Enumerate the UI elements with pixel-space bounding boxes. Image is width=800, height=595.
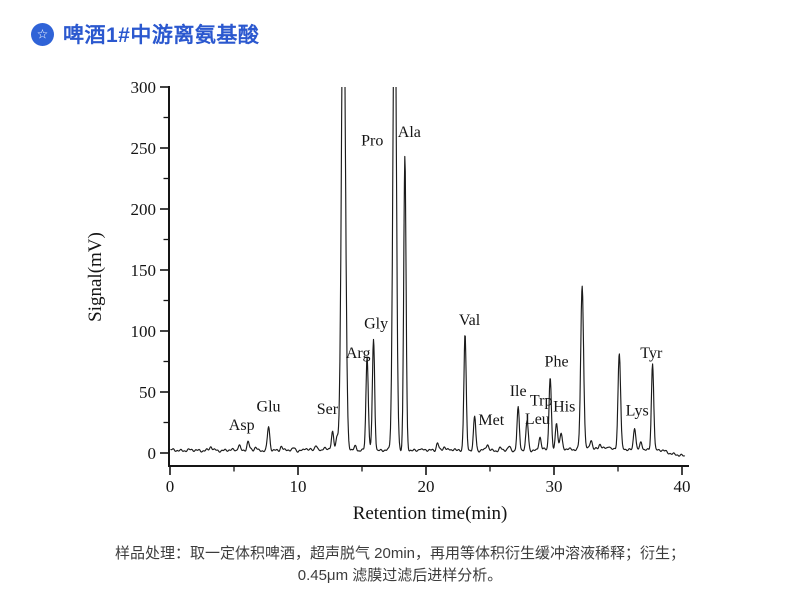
svg-text:50: 50	[139, 383, 156, 402]
svg-text:40: 40	[674, 477, 691, 496]
svg-text:250: 250	[131, 139, 157, 158]
peak-label-met: Met	[478, 412, 504, 429]
peak-label-lys: Lys	[626, 402, 649, 419]
peak-label-phe: Phe	[545, 354, 569, 371]
sample-prep-caption: 样品处理：取一定体积啤酒，超声脱气 20min，再用等体积衍生缓冲溶液稀释；衍生…	[114, 545, 686, 584]
x-axis-title: Retention time(min)	[353, 503, 508, 524]
star-badge-icon: ☆	[31, 22, 54, 46]
peak-label-val: Val	[459, 312, 481, 329]
peak-label-leu: Leu	[525, 411, 550, 428]
svg-text:200: 200	[131, 200, 157, 219]
svg-text:100: 100	[131, 322, 157, 341]
peak-label-arg: Arg	[346, 345, 371, 362]
svg-text:0: 0	[148, 444, 157, 463]
y-axis-title: Signal(mV)	[85, 232, 106, 322]
peak-label-gly: Gly	[364, 316, 388, 333]
svg-text:10: 10	[290, 477, 307, 496]
svg-text:20: 20	[418, 477, 435, 496]
peak-label-tyr: Tyr	[640, 345, 663, 362]
peak-label-ser: Ser	[317, 401, 339, 418]
svg-text:300: 300	[131, 78, 157, 97]
signal-curve-group	[170, 87, 686, 457]
peak-label-glu: Glu	[257, 399, 281, 416]
peak-label-his: His	[553, 399, 575, 416]
page-title: 啤酒1#中游离氨基酸	[63, 24, 260, 47]
svg-text:30: 30	[546, 477, 563, 496]
peak-label-ala: Ala	[398, 124, 421, 141]
peak-label-trp: Trp	[530, 393, 553, 410]
peak-label-ile: Ile	[510, 383, 527, 400]
peak-label-asp: Asp	[229, 417, 255, 434]
svg-text:0: 0	[166, 477, 175, 496]
peak-label-pro: Pro	[361, 133, 383, 150]
page-header: ☆ 啤酒1#中游离氨基酸	[31, 19, 259, 49]
svg-text:150: 150	[131, 261, 157, 280]
axes-group: 0 50 100 150 200 250 300 0 10 20 30 40	[131, 78, 691, 496]
